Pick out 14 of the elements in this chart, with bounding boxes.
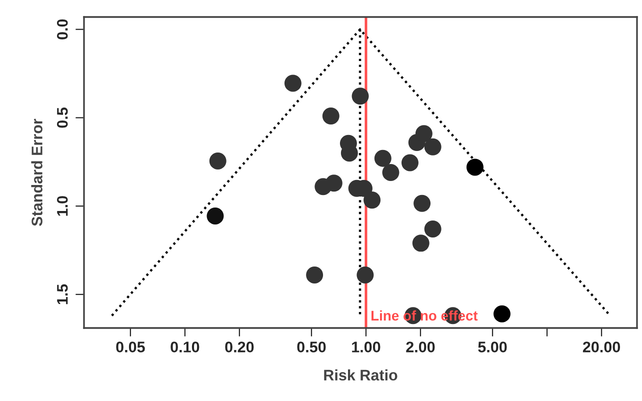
y-tick-label: 1.5	[57, 284, 68, 304]
y-tick-label: 0.0	[56, 19, 68, 40]
y-tick-label: 1.0	[56, 196, 68, 216]
x-tick-label: 5.00	[478, 342, 507, 352]
x-tick-label: 20.00	[582, 342, 620, 352]
x-tick-label: 0.10	[170, 342, 200, 352]
x-tick-label: 0.20	[225, 342, 254, 352]
x-tick-label: 2.00	[406, 342, 435, 352]
x-tick-label: 0.50	[297, 342, 326, 352]
x-tick-label: 1.00	[352, 342, 380, 352]
x-tick-label: 0.05	[116, 342, 145, 352]
y-tick-label: 0.5	[56, 108, 68, 128]
x-axis-title: Risk Ratio	[324, 369, 398, 381]
y-axis-title: Standard Error	[31, 118, 42, 226]
